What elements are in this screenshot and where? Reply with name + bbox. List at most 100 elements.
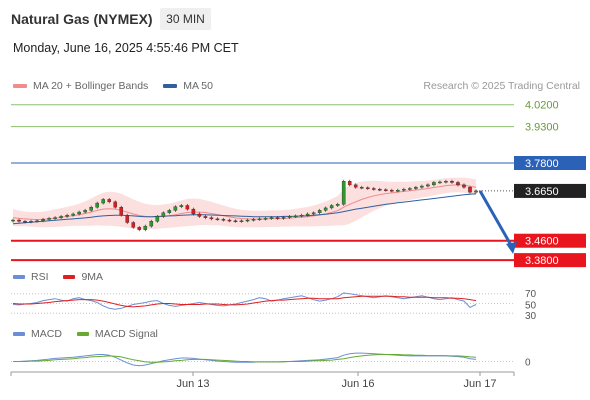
macd-zero-label: 0 [525, 358, 531, 369]
candle-body [35, 220, 39, 223]
candle-body [77, 211, 81, 215]
candle-body [426, 184, 430, 187]
legend-label-macd: MACD [31, 328, 62, 340]
support-label-4: 3.4600 [525, 236, 559, 248]
candle-body [474, 190, 478, 193]
candle-body [384, 189, 388, 191]
timeframe-badge[interactable]: 30 MIN [160, 8, 211, 30]
candle-body [275, 217, 280, 219]
resistance-label-0: 4.0200 [525, 100, 559, 112]
rsi-line [12, 292, 477, 310]
projection-arrow-head [506, 241, 517, 254]
9ma-swatch [63, 275, 76, 280]
legend-item-rsi: RSI [13, 271, 49, 283]
candle-body [444, 181, 448, 183]
macd-signal-line [13, 354, 477, 363]
candle-body [281, 217, 286, 219]
ma50-line [12, 193, 477, 225]
candle-body [137, 227, 142, 230]
candle-body [335, 204, 340, 206]
candle-body [173, 206, 178, 211]
legend-label-macd-signal: MACD Signal [94, 328, 158, 340]
candle-body [287, 216, 292, 218]
candle-body [215, 218, 220, 221]
candle-body [353, 184, 358, 188]
legend-item-ma50: MA 50 [163, 80, 213, 92]
candle-body [209, 217, 214, 220]
macd-signal-swatch [76, 332, 89, 337]
candle-body [293, 215, 298, 218]
candle-body [143, 225, 148, 230]
candle-body [329, 205, 334, 209]
candle-body [29, 221, 33, 223]
candle-body [245, 219, 250, 222]
support-label-5: 3.3800 [525, 255, 559, 267]
macd-legend: MACD MACD Signal [13, 328, 170, 340]
candle-body [233, 220, 238, 223]
candle-body [408, 188, 412, 190]
candle-body [396, 189, 400, 192]
candle-body [113, 201, 118, 208]
candle-body [257, 218, 262, 221]
candle-body [377, 189, 382, 191]
last-price-box [514, 183, 586, 198]
rsi-legend: RSI 9MA [13, 271, 115, 283]
last-price-label: 3.6650 [525, 186, 559, 198]
candle-body [227, 219, 232, 222]
rsi-level-label: 30 [525, 311, 537, 322]
candle-body [263, 218, 268, 220]
candle-body [17, 219, 21, 222]
candle-body [299, 215, 304, 217]
ma20-line [12, 184, 477, 221]
candle-body [179, 205, 184, 207]
legend-label-rsi: RSI [31, 271, 49, 283]
support-box-5 [514, 253, 586, 268]
candle-body [390, 189, 394, 192]
legend-label-ma20: MA 20 + Bollinger Bands [33, 80, 149, 92]
legend-item-macd-signal: MACD Signal [76, 328, 158, 340]
rsi-9ma-line [12, 295, 477, 308]
candle-body [11, 219, 15, 222]
candle-body [347, 181, 352, 186]
pivot-label: 3.7800 [525, 158, 559, 170]
main-legend: MA 20 + Bollinger Bands MA 50 [13, 80, 225, 92]
candle-body [131, 222, 136, 228]
candle-body [95, 202, 99, 208]
ma50-swatch [163, 84, 178, 89]
candle-body [371, 188, 376, 190]
x-tick-label: Jun 16 [341, 378, 374, 390]
candle-body [438, 181, 442, 184]
research-credit: Research © 2025 Trading Central [423, 80, 580, 92]
candle-body [221, 219, 226, 221]
x-tick-label: Jun 17 [463, 378, 496, 390]
x-tick-label: Jun 13 [176, 378, 209, 390]
candle-body [311, 212, 316, 215]
candle-body [119, 206, 124, 216]
macd-swatch [13, 332, 25, 337]
bollinger-band-fill [13, 177, 476, 230]
candle-body [53, 217, 57, 219]
candle-body [305, 213, 310, 216]
candle-body [23, 221, 27, 223]
candle-body [161, 212, 166, 217]
candle-body [359, 187, 364, 189]
candle-body [462, 184, 466, 188]
candle-body [420, 185, 424, 188]
projection-arrow-shaft [478, 190, 514, 248]
macd-line [13, 352, 477, 367]
candle-body [341, 181, 346, 205]
chart-datetime: Monday, June 16, 2025 4:55:46 PM CET [13, 41, 239, 55]
candle-body [269, 217, 274, 219]
legend-item-macd: MACD [13, 328, 62, 340]
candle-body [317, 210, 322, 213]
legend-label-ma50: MA 50 [183, 80, 213, 92]
candle-body [41, 219, 45, 221]
rsi-level-label: 70 [525, 289, 537, 300]
instrument-title: Natural Gas (NYMEX) [11, 11, 153, 27]
candle-body [167, 210, 172, 213]
chart-header: Natural Gas (NYMEX) 30 MIN [0, 0, 590, 36]
resistance-label-1: 3.9300 [525, 122, 559, 134]
legend-label-9ma: 9MA [81, 271, 104, 283]
candle-body [191, 208, 196, 215]
